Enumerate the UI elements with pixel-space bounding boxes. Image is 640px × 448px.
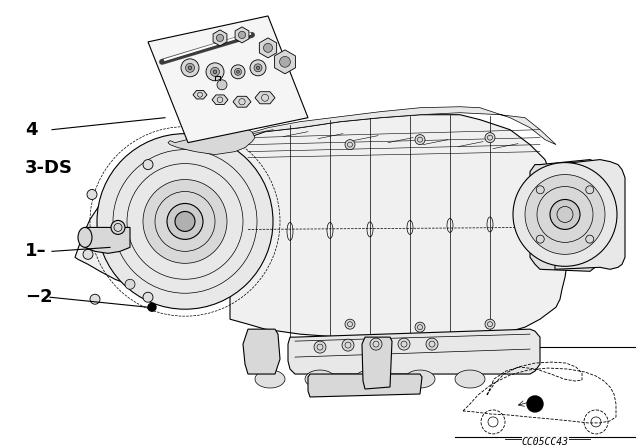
Polygon shape [235,27,249,43]
Polygon shape [230,107,556,145]
Circle shape [398,338,410,350]
Circle shape [211,67,220,76]
Circle shape [143,292,153,302]
Circle shape [415,322,425,332]
Polygon shape [308,374,422,397]
Circle shape [586,186,594,194]
Ellipse shape [255,370,285,388]
Circle shape [167,203,203,239]
Circle shape [527,396,543,412]
Circle shape [97,134,273,309]
Circle shape [188,66,192,69]
Circle shape [536,186,544,194]
Ellipse shape [355,370,385,388]
Circle shape [216,34,223,42]
Circle shape [213,70,217,73]
Circle shape [239,31,246,39]
Polygon shape [555,159,625,269]
Polygon shape [148,16,308,142]
Circle shape [426,338,438,350]
Circle shape [231,65,245,79]
Ellipse shape [78,228,92,247]
Polygon shape [362,337,392,389]
Circle shape [485,133,495,142]
Circle shape [257,66,260,69]
Circle shape [143,159,153,169]
Polygon shape [168,128,255,155]
Polygon shape [85,228,130,254]
Polygon shape [193,90,207,99]
Text: 1–: 1– [25,242,47,260]
Circle shape [175,211,195,232]
Circle shape [217,80,227,90]
Text: CC05CC43: CC05CC43 [522,437,568,447]
Circle shape [83,250,93,259]
Circle shape [342,339,354,351]
Text: 4: 4 [25,121,38,139]
Circle shape [87,190,97,199]
Circle shape [125,279,135,289]
Circle shape [485,319,495,329]
Circle shape [90,294,100,304]
Circle shape [237,70,239,73]
Circle shape [513,163,617,266]
Circle shape [148,303,156,311]
Circle shape [345,319,355,329]
Circle shape [314,341,326,353]
Text: −2: −2 [25,288,52,306]
Circle shape [525,175,605,254]
Ellipse shape [455,370,485,388]
Circle shape [111,220,125,234]
Polygon shape [230,115,568,339]
Text: 3-DS: 3-DS [25,159,73,177]
Circle shape [345,140,355,150]
Polygon shape [213,30,227,46]
Circle shape [206,63,224,81]
Circle shape [186,63,195,72]
Circle shape [181,59,199,77]
Circle shape [234,69,241,75]
Polygon shape [243,329,280,374]
Circle shape [550,199,580,229]
Circle shape [586,235,594,243]
Circle shape [415,135,425,145]
Circle shape [280,56,291,67]
Polygon shape [275,50,296,74]
Circle shape [250,60,266,76]
Circle shape [536,235,544,243]
Ellipse shape [405,370,435,388]
Polygon shape [75,142,285,292]
Ellipse shape [305,370,335,388]
Circle shape [370,338,382,350]
Polygon shape [259,38,276,58]
Circle shape [264,43,273,52]
Polygon shape [212,95,228,104]
Polygon shape [288,329,540,374]
Circle shape [254,64,262,72]
Polygon shape [530,159,600,271]
Circle shape [143,180,227,263]
Polygon shape [255,92,275,104]
Polygon shape [233,96,251,107]
